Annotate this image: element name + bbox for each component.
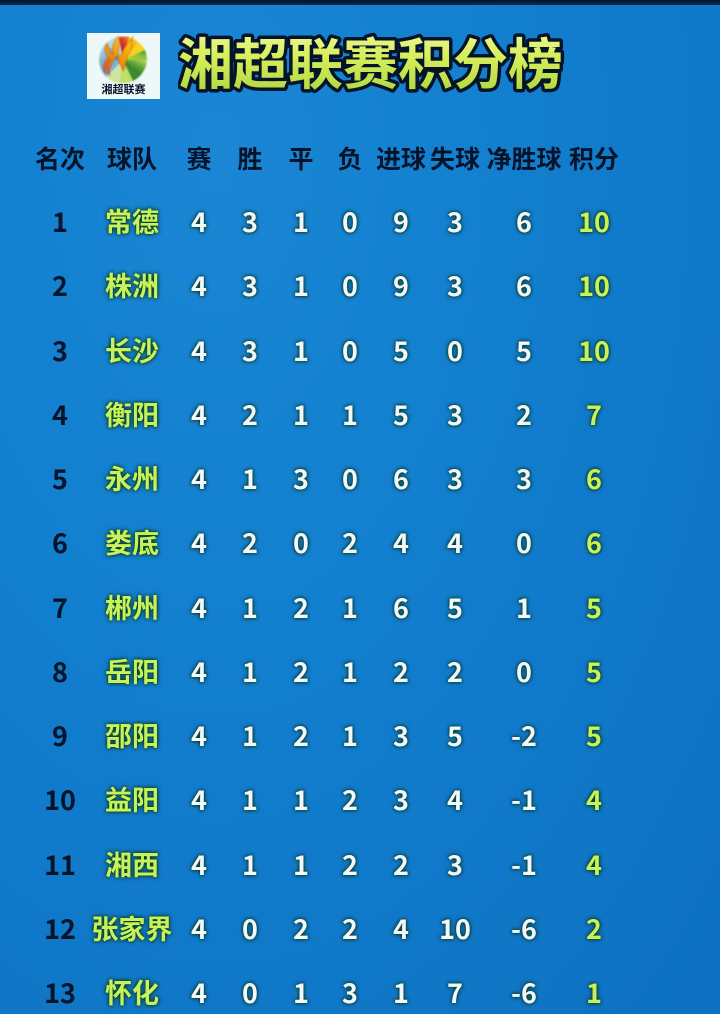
- svg-text:湘超联赛积分榜: 湘超联赛积分榜: [178, 22, 563, 100]
